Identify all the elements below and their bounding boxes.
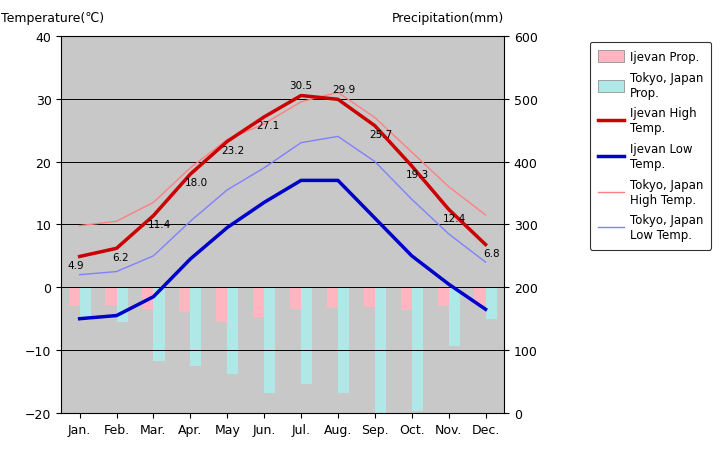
Text: 6.8: 6.8 (483, 248, 500, 258)
Bar (190, 288, 202, 366)
Bar (153, 288, 164, 361)
Text: 25.7: 25.7 (369, 130, 392, 140)
Text: 18.0: 18.0 (184, 178, 207, 188)
Bar (253, 288, 264, 317)
Bar (117, 288, 127, 323)
Bar (449, 288, 459, 346)
Bar (68, 288, 80, 307)
Bar (364, 288, 375, 308)
Text: 19.3: 19.3 (405, 170, 429, 180)
Bar (143, 288, 153, 309)
Text: 29.9: 29.9 (332, 84, 355, 95)
Bar (485, 288, 497, 319)
Bar (474, 288, 485, 305)
Text: Temperature(℃): Temperature(℃) (1, 12, 104, 25)
Bar (338, 288, 349, 393)
Bar (375, 288, 386, 420)
Text: 6.2: 6.2 (112, 252, 129, 262)
Bar (179, 288, 190, 313)
Bar (264, 288, 275, 393)
Text: 11.4: 11.4 (148, 219, 171, 230)
Bar (228, 288, 238, 374)
Bar (400, 288, 412, 310)
Bar (412, 288, 423, 411)
Bar (216, 288, 228, 323)
Text: 30.5: 30.5 (289, 81, 312, 91)
Text: 27.1: 27.1 (256, 121, 279, 131)
Bar (80, 288, 91, 320)
Text: 23.2: 23.2 (221, 146, 244, 156)
Bar (438, 288, 449, 307)
Text: Precipitation(mm): Precipitation(mm) (392, 12, 504, 25)
Bar (290, 288, 301, 309)
Bar (105, 288, 117, 305)
Legend: Ijevan Prop., Tokyo, Japan
Prop., Ijevan High
Temp., Ijevan Low
Temp., Tokyo, Ja: Ijevan Prop., Tokyo, Japan Prop., Ijevan… (590, 43, 711, 250)
Text: 12.4: 12.4 (443, 213, 466, 223)
Bar (301, 288, 312, 384)
Bar (327, 288, 338, 308)
Text: 4.9: 4.9 (68, 260, 84, 270)
